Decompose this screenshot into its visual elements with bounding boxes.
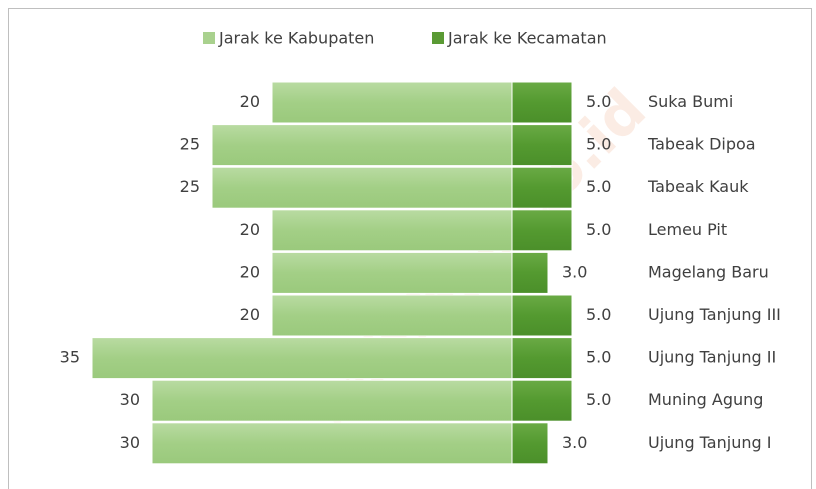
category-label: Muning Agung: [648, 390, 763, 409]
bar: [91, 337, 513, 380]
bar: [271, 81, 513, 124]
category-label: Ujung Tanjung III: [648, 305, 781, 324]
value-label: 5.0: [586, 305, 611, 324]
bar: [151, 422, 513, 465]
value-label: 5.0: [586, 348, 611, 367]
legend-label: Jarak ke Kecamatan: [447, 29, 607, 48]
value-label: 20: [240, 220, 260, 239]
bar: [211, 124, 513, 167]
bar: [511, 81, 573, 124]
value-label: 5.0: [586, 177, 611, 196]
category-label: Ujung Tanjung II: [648, 348, 776, 367]
category-label: Suka Bumi: [648, 92, 733, 111]
value-label: 3.0: [562, 262, 587, 281]
category-label: Ujung Tanjung I: [648, 433, 771, 452]
bar: [511, 422, 549, 465]
bar: [151, 379, 513, 422]
bar: [511, 124, 573, 167]
bar: [511, 209, 573, 252]
bar: [211, 166, 513, 209]
value-label: 3.0: [562, 433, 587, 452]
value-label: 20: [240, 305, 260, 324]
bar: [511, 337, 573, 380]
value-label: 30: [120, 433, 140, 452]
value-label: 5.0: [586, 135, 611, 154]
category-label: Tabeak Kauk: [647, 177, 749, 196]
value-label: 20: [240, 92, 260, 111]
bar: [511, 251, 549, 294]
bar: [511, 379, 573, 422]
category-label: Lemeu Pit: [648, 220, 727, 239]
category-label: Magelang Baru: [648, 262, 769, 281]
frame: [8, 8, 812, 489]
value-label: 20: [240, 262, 260, 281]
legend-swatch: [203, 32, 215, 44]
value-label: 5.0: [586, 220, 611, 239]
bar: [511, 166, 573, 209]
legend-label: Jarak ke Kabupaten: [218, 29, 374, 48]
value-label: 5.0: [586, 390, 611, 409]
value-label: 35: [60, 348, 80, 367]
bar: [271, 251, 513, 294]
value-label: 25: [180, 177, 200, 196]
value-label: 30: [120, 390, 140, 409]
value-label: 25: [180, 135, 200, 154]
bar: [271, 294, 513, 337]
legend-swatch: [432, 32, 444, 44]
category-label: Tabeak Dipoa: [647, 135, 756, 154]
bar: [511, 294, 573, 337]
bar: [271, 209, 513, 252]
value-label: 5.0: [586, 92, 611, 111]
